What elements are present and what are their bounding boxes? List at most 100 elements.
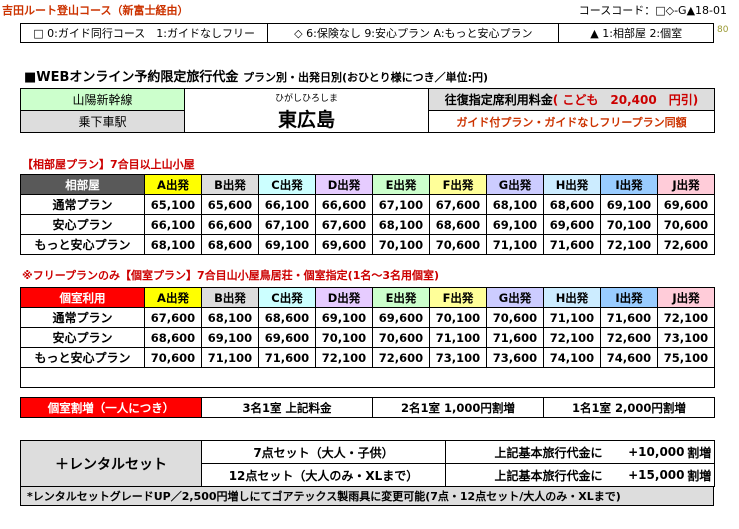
surcharge-item: 3名1室 上記料金 [201,397,373,418]
price-cell: 68,100 [201,307,259,328]
row-label: 通常プラン [20,307,145,328]
price-cell: 69,600 [315,234,373,255]
price-cell: 69,600 [543,214,601,235]
dep-h: H出発 [543,287,601,308]
rental-amount: +15,000 [606,463,685,487]
row-label: もっと安心プラン [20,347,145,368]
surcharge-table: 個室割増（一人につき） 3名1室 上記料金 2名1室 1,000円割増 1名1室… [20,397,715,418]
price-cell: 66,100 [258,194,316,215]
price-cell: 66,600 [315,194,373,215]
dep-i: I出発 [600,287,658,308]
price-cell: 75,100 [657,347,715,368]
price-cell: 72,100 [657,307,715,328]
price-cell: 70,100 [315,327,373,348]
dep-e: E出発 [372,287,430,308]
rental-unit: 割増 [684,463,715,487]
row-label: 安心プラン [20,327,145,348]
dep-j: J出発 [657,287,715,308]
rental-desc: 上記基本旅行代金に [445,440,607,464]
price-cell: 69,100 [258,234,316,255]
price-cell: 66,600 [201,214,259,235]
table-row: 安心プラン 68,600 69,100 69,600 70,100 70,600… [20,327,715,348]
surcharge-item: 2名1室 1,000円割増 [372,397,544,418]
legend-box: □ 0:ガイド同行コース 1:ガイドなしフリー [21,24,269,42]
price-cell: 72,600 [372,347,430,368]
price-cell: 67,100 [372,194,430,215]
rental-note: *レンタルセットグレードUP／2,500円増しにてゴアテックス製雨具に変更可能(… [20,486,714,506]
title-bar: 吉田ルート登山コース（新富士経由） コースコード：□◇-G▲18-01 [2,2,737,19]
price-cell: 65,100 [144,194,202,215]
price-cell: 68,600 [258,307,316,328]
price-cell: 71,600 [486,327,544,348]
table-row: もっと安心プラン 70,600 71,100 71,600 72,100 72,… [20,347,715,368]
price-cell: 67,100 [258,214,316,235]
price-cell: 70,100 [429,307,487,328]
price-cell: 71,100 [486,234,544,255]
guide-note: ガイド付プラン・ガイドなしフリープラン同額 [428,110,715,133]
legend-triangle: ▲ 1:相部屋 2:個室 [590,27,683,40]
price-cell: 67,600 [429,194,487,215]
dep-i: I出発 [600,174,658,195]
price-cell: 71,100 [429,327,487,348]
rental-amount: +10,000 [606,440,685,464]
price-cell: 71,100 [201,347,259,368]
heading-sub: プラン別・出発日別(おひとり様につき／単位:円) [242,71,489,84]
price-cell: 72,600 [657,234,715,255]
fare-label: 往復指定席利用料金 [444,93,553,107]
legend-diamond: ◇ 6:保険なし 9:安心プラン A:もっと安心プラン [268,24,560,42]
rental-set: 7点セット（大人・子供） [201,440,446,464]
price-cell: 65,600 [201,194,259,215]
price-cell: 72,100 [315,347,373,368]
price-cell: 69,100 [600,194,658,215]
section1-header: 相部屋 [20,174,145,195]
price-cell: 70,600 [657,214,715,235]
dep-c: C出発 [258,287,316,308]
price-cell: 70,600 [144,347,202,368]
fare-cell: 往復指定席利用料金( こども 20,400 円引) [428,88,715,111]
price-cell: 68,600 [429,214,487,235]
price-cell: 73,100 [429,347,487,368]
fare-child: ( こども 20,400 円引) [552,93,699,107]
price-cell: 69,100 [486,214,544,235]
price-cell: 73,600 [486,347,544,368]
section2-header: 個室利用 [20,287,145,308]
price-cell: 74,100 [543,347,601,368]
price-cell: 67,600 [144,307,202,328]
table-row: 安心プラン 66,100 66,600 67,100 67,600 68,100… [20,214,715,235]
section2-table: 個室利用 A出発 B出発 C出発 D出発 E出発 F出発 G出発 H出発 I出発… [20,287,715,388]
table-row: 通常プラン 67,600 68,100 68,600 69,100 69,600… [20,307,715,328]
price-cell: 68,600 [144,327,202,348]
price-cell: 69,600 [657,194,715,215]
heading-main: ■WEBオンライン予約限定旅行代金 [24,70,239,85]
page-title: 吉田ルート登山コース（新富士経由） [2,4,189,17]
price-cell: 68,600 [201,234,259,255]
rental-set: 12点セット（大人のみ・XLまで） [201,463,446,487]
price-cell: 73,100 [657,327,715,348]
dep-g: G出発 [486,287,544,308]
price-cell: 70,100 [372,234,430,255]
line-name: 山陽新幹線 [20,88,185,111]
price-cell: 68,600 [543,194,601,215]
price-cell: 72,100 [600,234,658,255]
station-furigana: ひがしひろしま [274,94,338,104]
price-cell: 71,600 [543,234,601,255]
station-name: 東広島 [277,109,335,131]
price-cell: 72,600 [600,327,658,348]
section1-table: 相部屋 A出発 B出発 C出発 D出発 E出発 F出発 G出発 H出発 I出発 … [20,174,715,255]
table-row: もっと安心プラン 68,100 68,600 69,100 69,600 70,… [20,234,715,255]
station-table: 山陽新幹線 ひがしひろしま 東広島 往復指定席利用料金( こども 20,400 … [20,88,715,133]
dep-j: J出発 [657,174,715,195]
rental-label: ＋レンタルセット [20,440,202,487]
price-cell: 69,600 [258,327,316,348]
row-label: 通常プラン [20,194,145,215]
row-label: もっと安心プラン [20,234,145,255]
dep-a: A出発 [144,174,202,195]
price-cell: 70,600 [486,307,544,328]
table-row: 通常プラン 65,100 65,600 66,100 66,600 67,100… [20,194,715,215]
rental-desc: 上記基本旅行代金に [445,463,607,487]
price-cell: 69,100 [201,327,259,348]
price-cell: 70,600 [372,327,430,348]
dep-g: G出発 [486,174,544,195]
section1-title: 【相部屋プラン】7合目以上山小屋 [22,158,195,171]
course-code: コースコード：□◇-G▲18-01 [578,4,727,17]
